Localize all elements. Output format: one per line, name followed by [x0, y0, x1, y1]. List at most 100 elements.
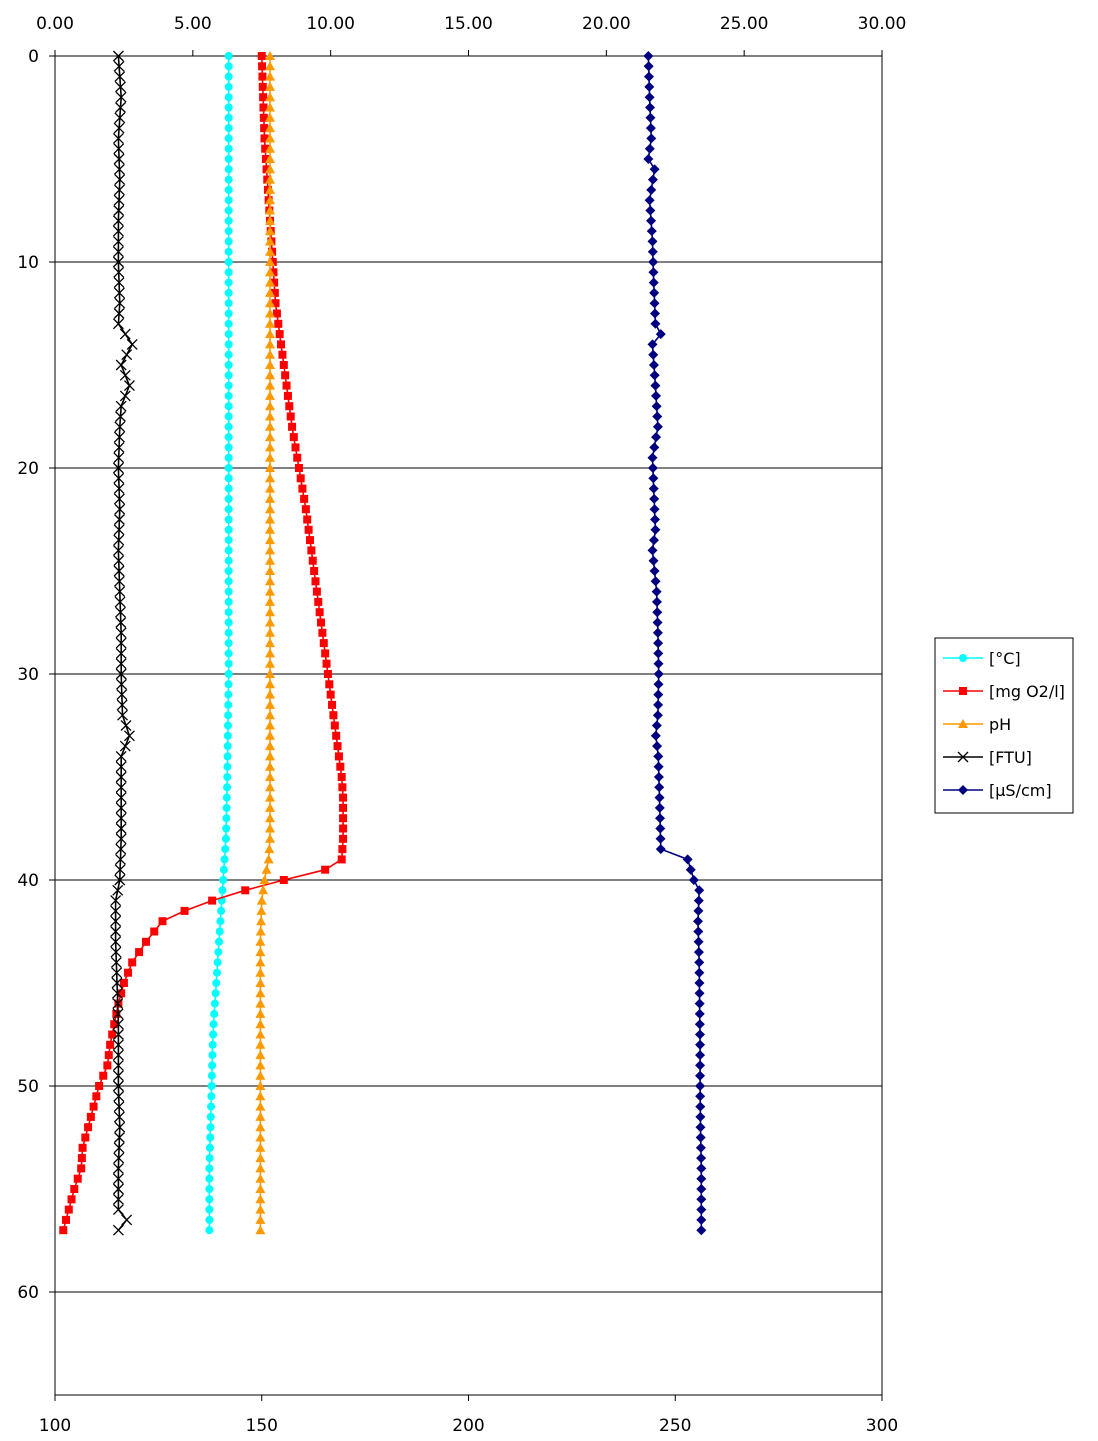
data-point — [645, 205, 656, 216]
x-stroke — [110, 915, 122, 927]
data-point — [205, 1174, 214, 1183]
data-point — [115, 658, 127, 670]
series-0 — [205, 52, 233, 1235]
x-stroke — [119, 328, 131, 340]
x-stroke — [115, 627, 127, 639]
data-point — [334, 752, 343, 761]
data-point — [223, 752, 232, 761]
series-4 — [643, 51, 707, 1236]
data-point — [224, 515, 233, 524]
data-point — [224, 134, 233, 143]
data-point — [115, 761, 127, 773]
data-point — [649, 566, 660, 576]
data-point — [696, 1184, 707, 1194]
data-point — [77, 1164, 86, 1173]
x-stroke — [112, 1059, 124, 1071]
data-point — [269, 268, 278, 277]
data-point — [265, 493, 276, 503]
data-point — [261, 155, 270, 163]
data-point — [685, 864, 696, 875]
data-point — [117, 989, 126, 998]
data-point — [224, 103, 233, 112]
data-point — [265, 360, 276, 369]
data-point — [694, 988, 705, 999]
data-point — [265, 205, 276, 215]
data-point — [281, 371, 290, 380]
data-point — [115, 802, 127, 814]
x-stroke — [114, 1121, 126, 1133]
data-point — [255, 926, 266, 936]
data-point — [206, 1133, 215, 1142]
data-point — [265, 761, 276, 771]
data-point — [255, 1153, 266, 1163]
x-stroke — [110, 936, 122, 948]
data-point — [224, 711, 233, 720]
data-point — [113, 565, 125, 577]
legend: [°C] [mg O2/l] pH [FTU] [µS/cm] — [934, 637, 1074, 814]
bottom-x-tick-label: 250 — [659, 1416, 691, 1436]
data-point — [89, 1102, 98, 1111]
data-point — [646, 226, 657, 237]
data-point — [205, 1164, 214, 1173]
data-point — [647, 545, 658, 556]
data-point — [265, 741, 276, 751]
data-point — [265, 61, 276, 71]
data-point — [112, 1018, 124, 1030]
y-tick-label: 30 — [17, 665, 39, 685]
data-point — [649, 308, 660, 319]
data-point — [115, 637, 127, 649]
x-stroke — [112, 1193, 124, 1205]
data-point — [208, 896, 217, 905]
data-point — [115, 853, 126, 865]
data-point — [265, 699, 276, 709]
data-point — [650, 380, 661, 391]
data-point — [265, 483, 276, 493]
data-point — [116, 689, 128, 701]
data-point — [255, 1008, 266, 1018]
data-point — [258, 82, 267, 91]
data-point — [649, 514, 660, 525]
data-point — [216, 917, 225, 926]
data-point — [224, 175, 233, 184]
x-stroke — [113, 493, 125, 505]
data-point — [265, 751, 276, 761]
data-point — [224, 474, 233, 483]
data-point — [209, 1030, 218, 1039]
x-stroke — [119, 369, 131, 381]
data-point — [265, 380, 276, 390]
data-point — [112, 544, 124, 556]
data-point — [114, 596, 126, 608]
data-point — [265, 710, 276, 720]
data-point — [265, 236, 276, 246]
x-stroke — [113, 483, 125, 495]
data-point — [255, 1132, 266, 1142]
y-tick-label: 0 — [28, 47, 39, 67]
data-point — [113, 493, 125, 505]
data-point — [265, 51, 276, 60]
data-point — [643, 154, 654, 164]
x-stroke — [113, 266, 125, 278]
data-point — [113, 472, 125, 484]
data-point — [695, 1111, 706, 1122]
data-point — [224, 649, 233, 658]
data-point — [115, 91, 127, 103]
data-point — [255, 1039, 266, 1049]
data-point — [648, 473, 659, 484]
data-point — [312, 587, 321, 596]
data-point — [265, 772, 276, 781]
bottom-x-tick-label: 300 — [866, 1416, 898, 1436]
top-x-tick-label: 20.00 — [582, 14, 631, 34]
data-point — [115, 781, 127, 793]
data-point — [265, 658, 276, 668]
x-stroke — [110, 956, 122, 968]
data-point — [119, 328, 131, 340]
data-point — [265, 102, 276, 112]
data-point — [265, 648, 276, 658]
data-point — [653, 648, 664, 659]
x-stroke — [114, 874, 126, 886]
x-stroke — [114, 596, 126, 608]
x-stroke — [114, 503, 126, 515]
data-point — [265, 349, 276, 359]
data-point — [305, 536, 314, 545]
data-point — [84, 1123, 93, 1132]
